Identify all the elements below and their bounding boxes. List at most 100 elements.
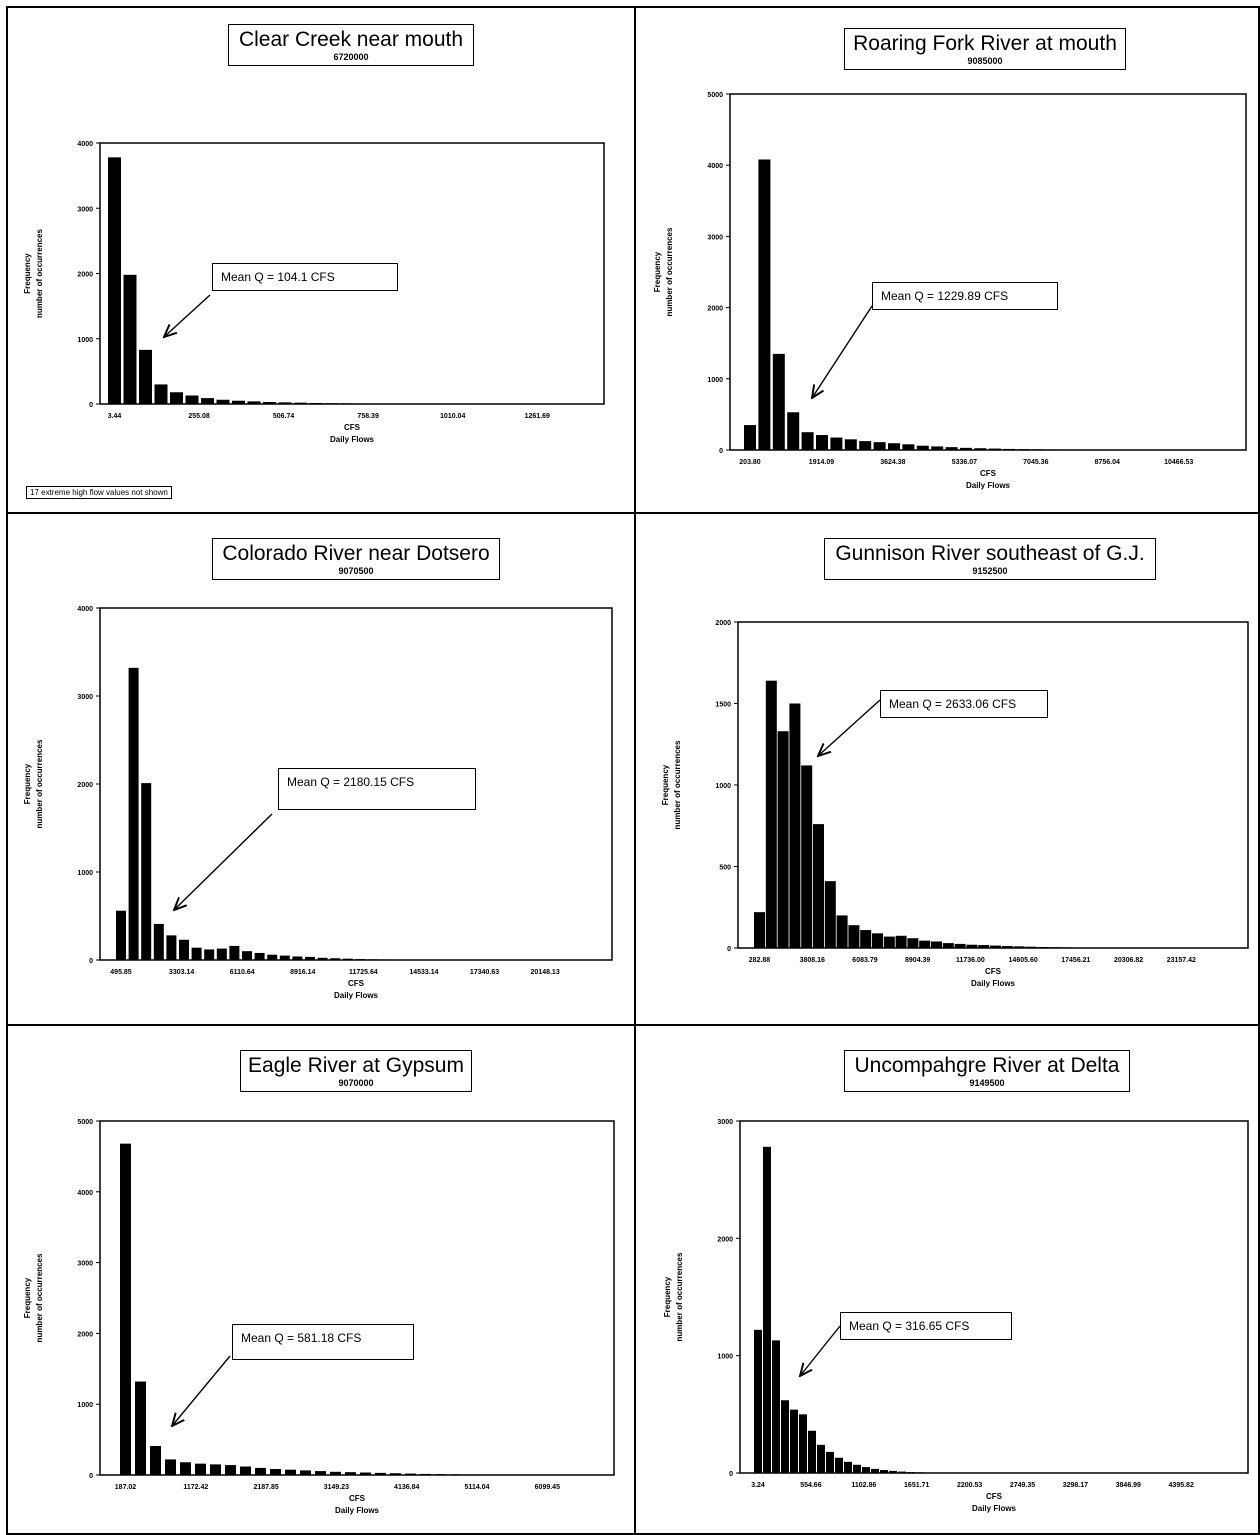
- y-tick-label: 1000: [707, 377, 723, 384]
- bar: [405, 959, 416, 961]
- bar: [120, 1143, 131, 1475]
- x-tick-label: 3.24: [751, 1482, 765, 1489]
- bar: [123, 274, 137, 404]
- bar: [495, 403, 509, 405]
- annotation-arrow: [800, 1325, 841, 1376]
- annotation-arrow: [818, 699, 881, 756]
- x-tick-label: 1102.86: [851, 1482, 876, 1489]
- bar: [1069, 1472, 1077, 1474]
- bar: [835, 1457, 843, 1473]
- y-tick-label: 0: [719, 448, 723, 455]
- bar: [883, 936, 895, 948]
- x-tick-label: 17340.63: [470, 969, 499, 976]
- bar: [232, 400, 245, 404]
- x-tick-label: 8916.14: [290, 969, 315, 976]
- y-tick-label: 5000: [707, 92, 723, 99]
- mean-annotation: Mean Q = 2180.15 CFS: [278, 768, 476, 810]
- bar: [990, 945, 1001, 948]
- bar: [934, 1472, 942, 1474]
- x-tick-label: 6099.45: [535, 1484, 560, 1491]
- bar: [294, 402, 307, 404]
- chart-subtitle: 9085000: [967, 56, 1003, 66]
- x-tick-label: 5336.07: [952, 459, 977, 466]
- y-tick-label: 0: [89, 958, 93, 965]
- bar: [443, 959, 454, 961]
- mean-annotation: Mean Q = 316.65 CFS: [840, 1312, 1012, 1340]
- bar: [889, 1470, 897, 1473]
- x-tick-label: 554.66: [800, 1482, 822, 1489]
- bar: [393, 959, 404, 961]
- bar: [844, 439, 857, 450]
- bar: [1119, 947, 1131, 949]
- bar: [902, 444, 915, 450]
- bar: [1060, 449, 1073, 451]
- x-tick-label: 255.08: [188, 413, 210, 420]
- bar: [1105, 1472, 1113, 1474]
- x-axis-label: CFS: [348, 979, 365, 988]
- bar: [801, 765, 813, 948]
- bar: [945, 447, 958, 450]
- x-tick-label: 3303.14: [169, 969, 194, 976]
- x-tick-label: 203.80: [739, 459, 761, 466]
- bar: [278, 402, 292, 404]
- bar: [465, 1474, 476, 1475]
- bar: [943, 1472, 951, 1474]
- bar: [978, 945, 990, 948]
- bar: [772, 1340, 780, 1473]
- chart-panel-roaring-fork: 0 1000 2000 3000 4000 5000 203.80 1914.09 3624.3…: [634, 6, 1260, 514]
- bar: [1046, 449, 1059, 450]
- x-axis-label: CFS: [986, 1492, 1003, 1501]
- chart-svg: 0 1000 2000 3000 4000 5000 203.80 1914.09 3624.3…: [653, 92, 1247, 490]
- y-axis-label-2: number of occurrences: [665, 227, 674, 316]
- chart-panel-clear-creek: 0 1000 2000 3000 4000 3.44 255.08 506.74 758.39 1…: [6, 6, 636, 514]
- x-tick-label: 11736.00: [956, 957, 985, 964]
- bar: [772, 353, 785, 450]
- bar: [871, 1468, 879, 1473]
- bar: [481, 959, 492, 961]
- bar: [270, 1468, 281, 1475]
- x-tick-label: 3298.17: [1063, 1482, 1088, 1489]
- chart-panel-uncompahgre: 0 1000 2000 3000 3.24 554.66 1102.86 1651.71 220…: [634, 1024, 1260, 1535]
- bar: [1013, 946, 1025, 948]
- bar: [1089, 449, 1102, 451]
- bar: [216, 399, 230, 404]
- y-tick-label: 4000: [77, 606, 93, 613]
- mean-annotation: Mean Q = 104.1 CFS: [212, 263, 398, 291]
- y-tick-label: 2000: [715, 620, 731, 627]
- bar: [1033, 1472, 1041, 1474]
- bar: [201, 398, 214, 404]
- bar: [191, 947, 202, 960]
- bar: [340, 403, 354, 404]
- y-axis-label-2: number of occurrences: [675, 1252, 684, 1341]
- x-tick-label: 4395.82: [1169, 1482, 1194, 1489]
- y-tick-label: 1000: [77, 1402, 93, 1409]
- x-axis-label: CFS: [980, 469, 997, 478]
- bar: [836, 915, 848, 948]
- bar: [240, 1466, 251, 1475]
- bar: [279, 955, 290, 960]
- x-tick-label: 1172.42: [183, 1484, 208, 1491]
- bar: [777, 731, 789, 948]
- bar: [931, 446, 944, 450]
- bar: [345, 1472, 356, 1475]
- annotation-arrow: [172, 1355, 231, 1426]
- bar: [150, 1445, 161, 1475]
- x-tick-label: 23157.42: [1167, 957, 1196, 964]
- bar: [789, 703, 801, 948]
- bar: [988, 448, 1001, 450]
- chart-title-box: Colorado River near Dotsero 9070500: [212, 538, 500, 580]
- y-tick-label: 0: [729, 1471, 733, 1478]
- bar: [141, 783, 152, 960]
- bar: [1032, 449, 1044, 450]
- bar: [848, 925, 860, 948]
- y-tick-label: 4000: [77, 141, 93, 148]
- bar: [285, 1469, 296, 1475]
- bar: [525, 1474, 536, 1476]
- chart-title: Clear Creek near mouth: [238, 28, 464, 51]
- y-axis-label-2: number of occurrences: [673, 740, 682, 829]
- bar: [360, 1472, 371, 1475]
- y-axis-label: Frequency: [663, 1276, 672, 1317]
- x-tick-label: 3149.23: [324, 1484, 349, 1491]
- x-axis-label-2: Daily Flows: [972, 1504, 1017, 1513]
- x-tick-label: 6083.79: [852, 957, 877, 964]
